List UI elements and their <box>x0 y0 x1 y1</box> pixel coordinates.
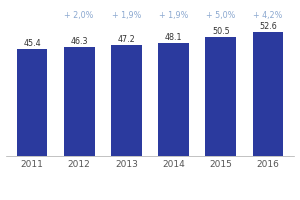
Bar <box>111 45 142 156</box>
Bar <box>253 32 284 156</box>
Text: + 4,2%: + 4,2% <box>253 11 283 20</box>
Text: + 1,9%: + 1,9% <box>112 11 141 20</box>
Text: 52.6: 52.6 <box>259 22 277 31</box>
Bar <box>16 49 47 156</box>
Text: 50.5: 50.5 <box>212 27 230 36</box>
Text: 47.2: 47.2 <box>118 35 135 44</box>
Bar <box>158 43 189 156</box>
Text: 48.1: 48.1 <box>165 33 182 42</box>
Text: + 1,9%: + 1,9% <box>159 11 188 20</box>
Text: + 5,0%: + 5,0% <box>206 11 236 20</box>
Bar <box>64 47 94 156</box>
Text: 45.4: 45.4 <box>23 39 41 48</box>
Text: + 2,0%: + 2,0% <box>64 11 94 20</box>
Bar <box>206 37 236 156</box>
Text: 46.3: 46.3 <box>70 37 88 46</box>
